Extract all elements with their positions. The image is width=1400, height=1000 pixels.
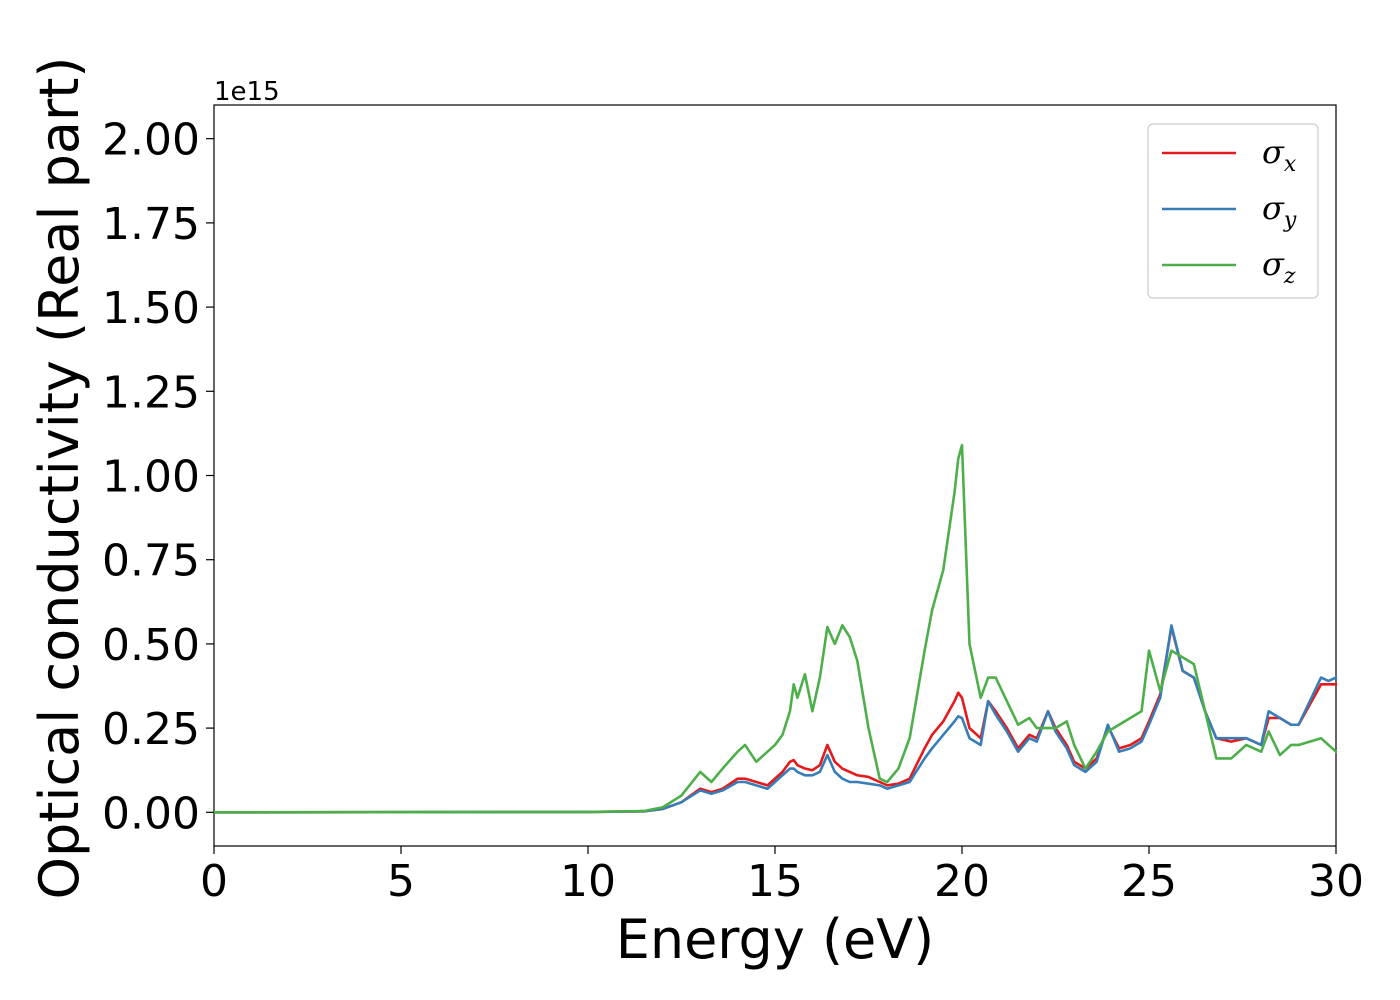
y-tick-label: 1.50 [102,283,200,334]
y-tick-label: 1.00 [102,452,200,503]
y-tick-label: 0.50 [102,620,200,671]
x-tick-label: 5 [387,856,415,907]
series-layer [212,443,1338,814]
y-axis-ticks: 0.00 0.25 0.50 0.75 1.00 1.25 1.50 1.75 2.00 [102,115,214,839]
legend-box [1147,123,1319,299]
x-axis-ticks: 0 5 10 15 20 25 30 [200,846,1364,907]
y-tick-label: 0.25 [102,704,200,755]
y-tick-label: 1.25 [102,367,200,418]
x-tick-label: 10 [560,856,616,907]
y-tick-label: 0.00 [102,788,200,839]
y-tick-label: 1.75 [102,199,200,250]
legend-label-z: σz [1262,245,1296,289]
y-offset-label: 1e15 [214,77,280,107]
y-axis-title: Optical conductivity (Real part) [28,57,91,900]
series-line-z [212,443,1338,814]
series-line-y [212,624,1338,814]
y-tick-label: 2.00 [102,115,200,166]
x-axis-title: Energy (eV) [616,908,935,971]
y-tick-label: 0.75 [102,536,200,587]
x-tick-label: 25 [1121,856,1177,907]
x-tick-label: 20 [934,856,990,907]
x-tick-label: 0 [200,856,228,907]
x-tick-label: 15 [747,856,803,907]
x-tick-label: 30 [1308,856,1364,907]
